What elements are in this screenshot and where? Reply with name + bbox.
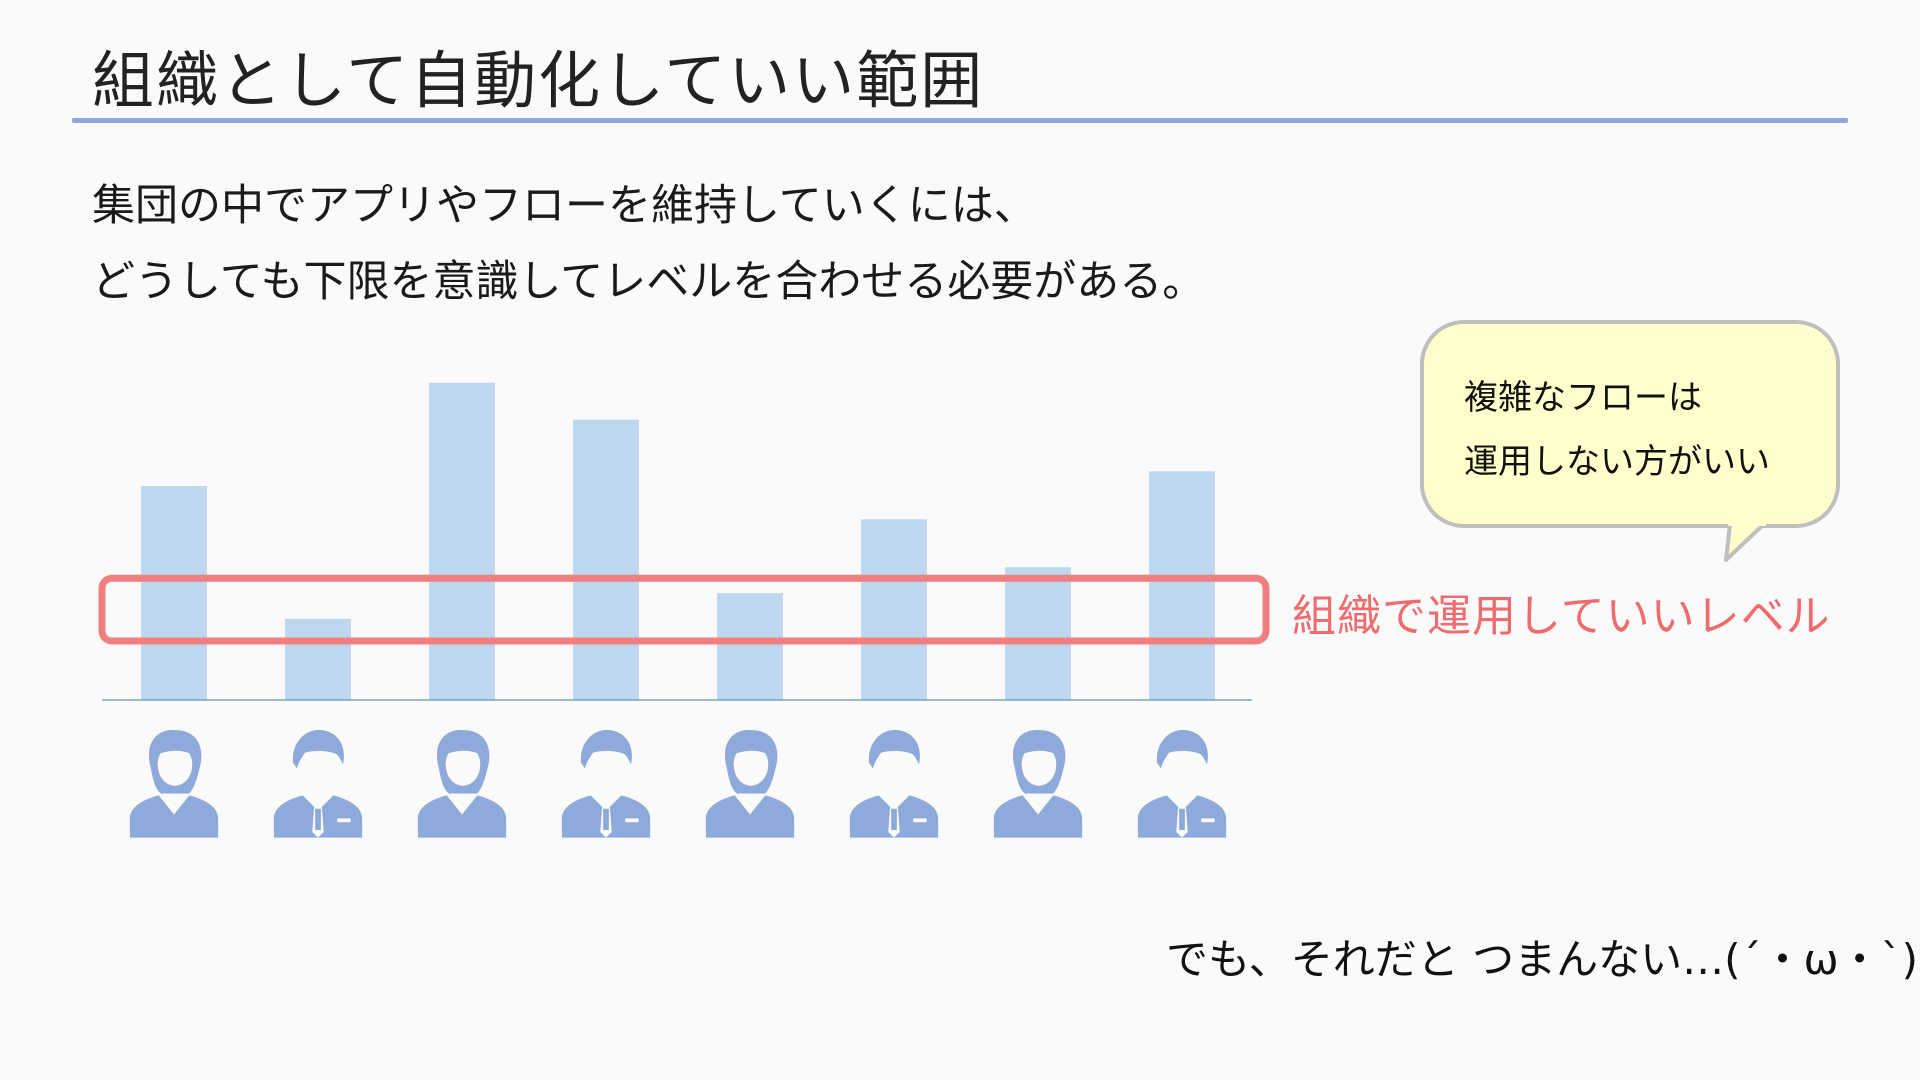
acceptable-level-box [98,574,1270,645]
bar-8 [1149,471,1215,700]
bar-6 [861,519,927,700]
body-line-1: 集団の中でアプリやフローを維持していくには、 [92,181,1037,231]
bars [141,382,1215,700]
speech-bubble: 複雑なフローは 運用しない方がいい [1420,320,1840,528]
man-icon [1137,729,1227,838]
slide-title: 組織として自動化していい範囲 [92,44,985,117]
bar-4 [573,419,639,700]
footer-remark: でも、それだと つまんない…(´・ω・`) [1166,935,1919,984]
body-line-2: どうしても下限を意識してレベルを合わせる必要がある。 [92,257,1206,307]
bar-3 [429,382,495,700]
bar-5 [717,593,783,700]
bar-7 [1005,567,1071,700]
man-icon [561,729,651,838]
woman-icon [705,729,795,838]
woman-icon [417,729,507,838]
man-icon [273,729,363,838]
title-underline [72,118,1848,123]
acceptable-level-label: 組織で運用していいレベル [1292,591,1831,642]
woman-icon [129,729,219,838]
bubble-line-2: 運用しない方がいい [1464,442,1770,482]
bar-1 [141,486,207,700]
body-text: 集団の中でアプリやフローを維持していくには、 どうしても下限を意識してレベルを合… [92,168,1205,320]
woman-icon [993,729,1083,838]
bubble-line-1: 複雑なフローは [1464,378,1702,418]
bar-2 [285,618,351,700]
speech-bubble-tail [1724,520,1766,562]
people-row [129,729,1227,838]
man-icon [849,729,939,838]
